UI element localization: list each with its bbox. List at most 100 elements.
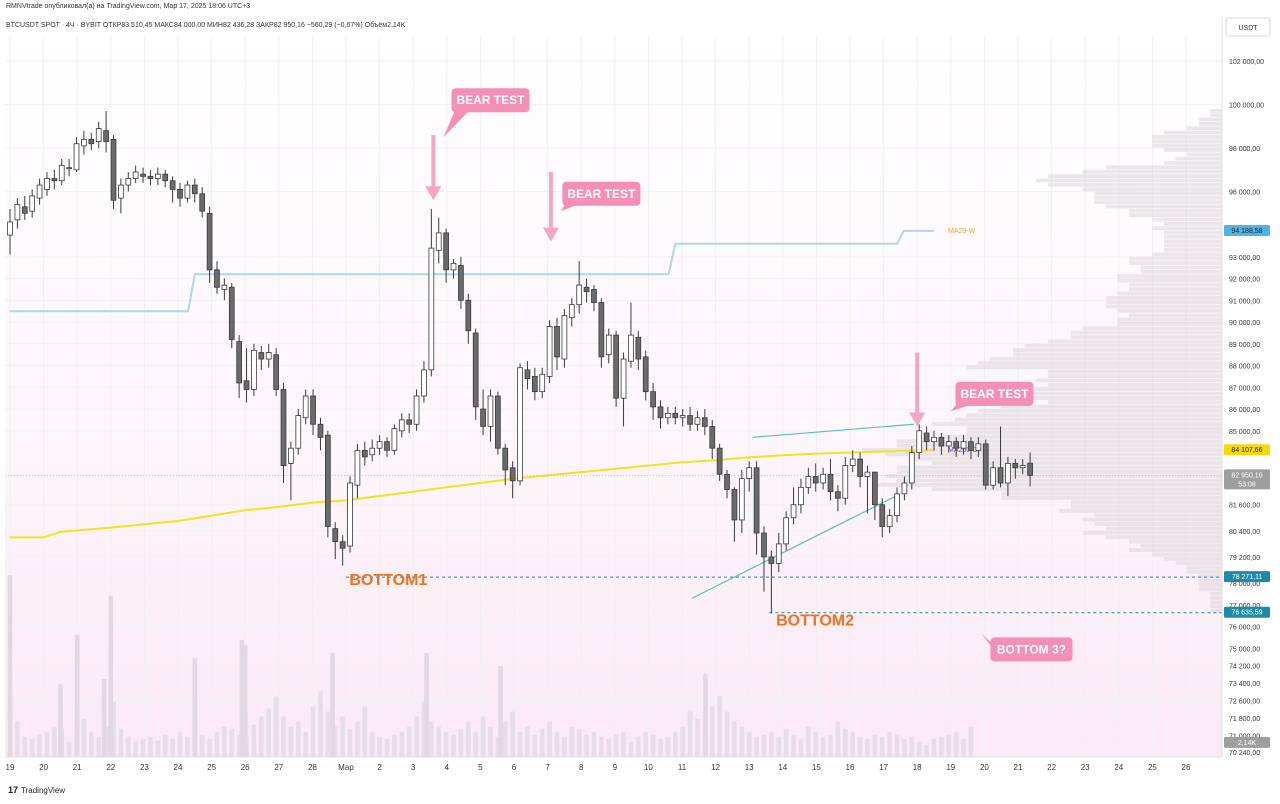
volume-profile-bar bbox=[1129, 261, 1222, 265]
volume-bar bbox=[498, 666, 503, 757]
time-tick-label: 19 bbox=[946, 763, 955, 772]
candle-body bbox=[495, 395, 501, 449]
volume-bar bbox=[606, 738, 612, 757]
volume-profile-bar bbox=[1210, 108, 1222, 113]
candle-body bbox=[14, 204, 21, 221]
volume-profile-bar bbox=[885, 452, 1222, 457]
volume-bar bbox=[709, 706, 715, 757]
bear-test-callout[interactable]: BEAR TEST bbox=[443, 88, 530, 138]
volume-bar bbox=[259, 716, 264, 757]
volume-bar bbox=[510, 711, 515, 757]
tradingview-mark-icon: 17 bbox=[8, 785, 19, 795]
price-tick-label: 87 000,00 bbox=[1229, 385, 1260, 392]
price-tick-label: 98 000,00 bbox=[1229, 146, 1260, 153]
callout-box bbox=[562, 181, 641, 206]
volume-bar bbox=[695, 718, 700, 757]
volume-profile-bar bbox=[1047, 339, 1222, 344]
candle-body bbox=[805, 476, 812, 488]
bottom-label: BOTTOM1 bbox=[349, 572, 427, 589]
volume-bar bbox=[44, 731, 50, 757]
volume-bar bbox=[939, 736, 944, 757]
volume-bar bbox=[429, 721, 434, 757]
volume-bar bbox=[239, 640, 245, 757]
bottom-callout[interactable]: BOTTOM 3? bbox=[981, 633, 1073, 662]
candle-body bbox=[509, 467, 516, 482]
candle-body bbox=[73, 143, 80, 171]
volume-bar bbox=[111, 701, 116, 757]
volume-profile-bar bbox=[1210, 604, 1222, 609]
volume-bar bbox=[835, 721, 841, 757]
time-tick-label: 5 bbox=[478, 763, 483, 772]
volume-profile-bar bbox=[966, 413, 1222, 418]
currency-label: USDT bbox=[1238, 25, 1258, 32]
time-axis[interactable]: 19 20 21 22 23 24 25 26 27 28 Мар 2 3 4 5 6 7 8 9 10 11 12 13 1… bbox=[5, 756, 1222, 772]
volume-bar bbox=[754, 736, 759, 757]
volume-profile-bar bbox=[1117, 309, 1222, 313]
candle-body bbox=[628, 334, 634, 362]
candle-body bbox=[191, 184, 198, 195]
volume-profile-bar bbox=[1163, 248, 1222, 252]
volume-profile-bar bbox=[1105, 304, 1222, 309]
volume-bar bbox=[421, 701, 427, 757]
time-tick-label: 17 bbox=[879, 763, 888, 772]
price-axis[interactable]: USDT 102 000,00 100 000,00 98 000,00 96 000,… bbox=[1221, 0, 1280, 799]
volume-bar bbox=[820, 736, 826, 757]
volume-profile-bar bbox=[1094, 513, 1222, 518]
candle-body bbox=[539, 373, 546, 393]
time-tick-label: 25 bbox=[207, 763, 216, 772]
volume-profile-bar bbox=[1187, 565, 1222, 570]
time-tick-label: 21 bbox=[1014, 763, 1023, 772]
callout-label: BEAR TEST bbox=[960, 387, 1029, 401]
volume-profile-bar bbox=[896, 443, 1222, 448]
wedge-trendline bbox=[691, 493, 901, 599]
candle-body bbox=[857, 458, 863, 477]
candle-body bbox=[421, 369, 427, 397]
volume-bar bbox=[162, 734, 168, 757]
bear-test-callout[interactable]: BEAR TEST bbox=[561, 181, 641, 212]
volume-profile-bar bbox=[1094, 195, 1222, 200]
volume-bar bbox=[242, 645, 248, 757]
volume-bar bbox=[946, 734, 952, 757]
price-tick-label: 72 600,00 bbox=[1229, 698, 1260, 705]
volume-profile-bar bbox=[1140, 543, 1222, 548]
volume-badge bbox=[1224, 736, 1270, 748]
candle-body bbox=[709, 426, 716, 449]
volume-bar bbox=[776, 736, 782, 757]
time-tick-label: 24 bbox=[1114, 763, 1123, 772]
time-tick-label: 16 bbox=[846, 763, 855, 772]
time-tick-label: 15 bbox=[812, 763, 821, 772]
volume-profile-bar bbox=[1163, 130, 1222, 135]
volume-profile-bar bbox=[1036, 178, 1222, 183]
bear-test-callout[interactable]: BEAR TEST bbox=[950, 381, 1034, 412]
volume-bar bbox=[806, 726, 811, 757]
time-tick-label: 11 bbox=[678, 763, 687, 772]
candle-body bbox=[568, 304, 575, 319]
price-tick-label: 79 200,00 bbox=[1229, 555, 1260, 562]
candle-body bbox=[517, 367, 523, 482]
volume-profile-bar bbox=[1071, 335, 1222, 339]
brand-name: TradingView bbox=[21, 785, 66, 795]
volume-profile-bar bbox=[989, 356, 1222, 361]
candle-body bbox=[931, 436, 937, 443]
price-tick-label: 102 000,00 bbox=[1229, 59, 1264, 66]
volume-profile-bar bbox=[1094, 200, 1222, 205]
volume-bar bbox=[392, 734, 397, 757]
candle-body bbox=[162, 173, 169, 182]
price-badge bbox=[1224, 224, 1270, 236]
volume-profile-bar bbox=[1047, 400, 1222, 405]
bear-test-arrow bbox=[425, 135, 442, 201]
tradingview-logo[interactable]: 17 TradingView bbox=[8, 785, 65, 795]
volume-bar bbox=[424, 653, 429, 757]
candle-body bbox=[642, 356, 649, 393]
volume-bar bbox=[458, 728, 464, 757]
volume-profile-bar bbox=[1024, 343, 1222, 348]
volume-profile-bar bbox=[1047, 182, 1222, 187]
volume-bar bbox=[813, 731, 819, 757]
candle-body bbox=[1027, 462, 1033, 476]
candle-body bbox=[177, 189, 183, 199]
volume-bar bbox=[480, 716, 486, 757]
candle-body bbox=[280, 389, 287, 466]
candle-body bbox=[620, 358, 627, 399]
